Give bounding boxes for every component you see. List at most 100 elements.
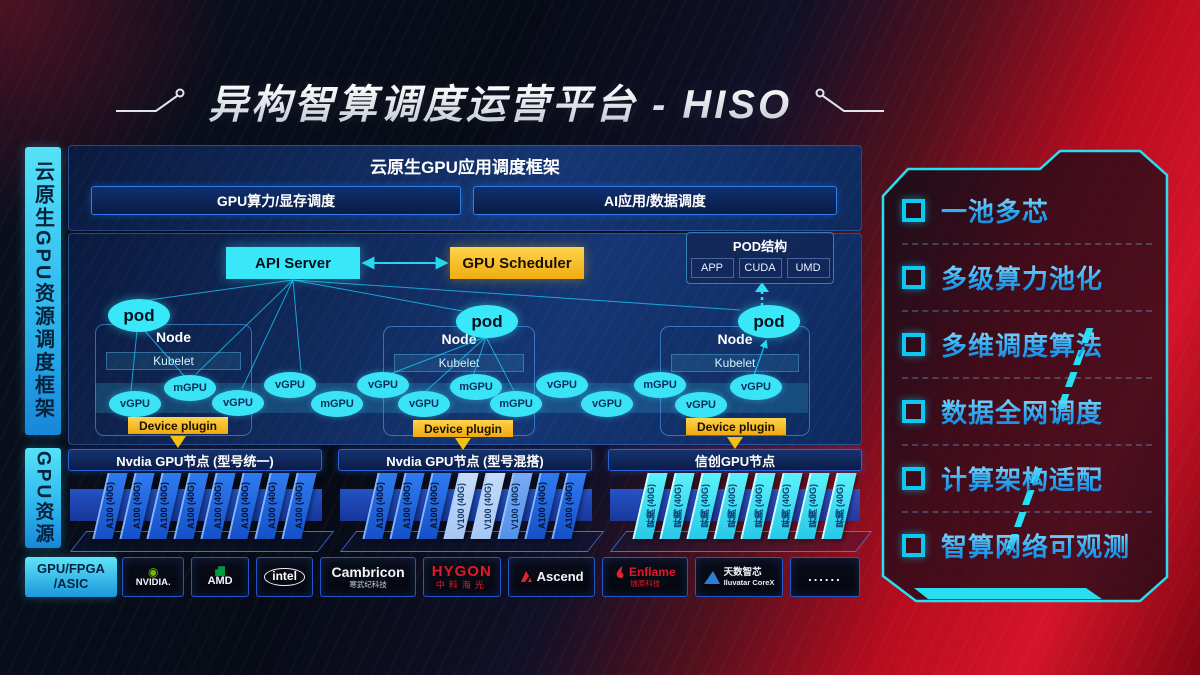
page-title: 异构智算调度运营平台 - HISO bbox=[208, 72, 792, 130]
gpu-slice-ellipse: vGPU bbox=[398, 391, 450, 417]
feature-panel-frame bbox=[881, 149, 1169, 603]
checkbox-bullet-icon bbox=[902, 467, 925, 490]
app-frame-title: 云原生GPU应用调度框架 bbox=[370, 158, 560, 177]
device-plugin-box: Device plugin bbox=[128, 417, 228, 434]
api-server-box: API Server bbox=[226, 247, 360, 279]
checkbox-bullet-icon bbox=[902, 199, 925, 222]
iluvatar-logo-icon bbox=[703, 570, 720, 584]
gpu-scheduler-box: GPU Scheduler bbox=[450, 247, 584, 279]
vendor-name: Cambricon bbox=[331, 564, 405, 581]
gpu-slice-ellipse: mGPU bbox=[490, 391, 542, 417]
checkbox-bullet-icon bbox=[902, 534, 925, 557]
gpu-node-header-1: Nvdia GPU节点 (型号统一) bbox=[68, 449, 322, 471]
kubelet-bar: Kubelet bbox=[671, 354, 799, 372]
circuit-decor-left-icon bbox=[115, 88, 185, 112]
device-plugin-box: Device plugin bbox=[686, 418, 786, 435]
sidebar-label-gpu-resource: GPU资源 bbox=[25, 448, 61, 548]
enflame-logo-icon bbox=[616, 566, 624, 579]
feature-label: 多级算力池化 bbox=[941, 259, 1103, 296]
vendor-ascend: Ascend bbox=[507, 557, 596, 597]
gpu-cards-group-2: A100 (40G) A100 (40G) A100 (40G) V100 (40G)… bbox=[362, 473, 587, 539]
node-title: Node bbox=[717, 331, 753, 347]
pod-structure-title: POD结构 bbox=[732, 239, 788, 254]
feature-label: 数据全网调度 bbox=[941, 393, 1103, 430]
vendor-name: HYGON bbox=[431, 562, 492, 580]
ascend-logo-icon bbox=[520, 570, 532, 582]
gpu-slice-ellipse: mGPU bbox=[164, 375, 216, 401]
gpu-cards-group-1: A100 (40G) A100 (40G) A100 (40G) A100 (40G)… bbox=[92, 473, 317, 539]
gpu-slice-ellipse: vGPU bbox=[357, 372, 409, 398]
node-box-3: Node Kubelet bbox=[660, 326, 810, 436]
vendor-row: ◉ NVIDIA. AMD intel Cambricon 寒武纪科技 HYGO… bbox=[122, 557, 860, 597]
kubelet-bar: Kubelet bbox=[106, 352, 241, 370]
vendor-name: 天数智芯 bbox=[723, 566, 762, 578]
nvidia-logo-icon: ◉ bbox=[147, 565, 159, 580]
gpu-slice-ellipse: vGPU bbox=[536, 372, 588, 398]
gpu-slice-ellipse: mGPU bbox=[311, 391, 363, 417]
feature-label: 一池多芯 bbox=[941, 192, 1049, 229]
feature-item: 多维调度算法 bbox=[902, 312, 1152, 379]
bottom-accent-bar bbox=[914, 588, 1102, 599]
pod-structure-item: UMD bbox=[786, 258, 830, 278]
gpu-slice-ellipse: vGPU bbox=[581, 391, 633, 417]
vendor-amd: AMD bbox=[191, 557, 249, 597]
vendor-name: AMD bbox=[207, 575, 233, 588]
gpu-slice-ellipse: vGPU bbox=[109, 391, 161, 417]
gpu-slice-ellipse: vGPU bbox=[730, 374, 782, 400]
vendor-subtitle: 燧原科技 bbox=[630, 579, 661, 589]
sidebar-label-hardware: GPU/FPGA /ASIC bbox=[25, 557, 117, 597]
ai-app-data-scheduling-box: AI应用/数据调度 bbox=[473, 186, 837, 215]
feature-item: 数据全网调度 bbox=[902, 379, 1152, 446]
gpu-cards-group-3: 昇腾 (40G) 昇腾 (40G) 昇腾 (40G) 昇腾 (40G) 昇腾 (40G)… bbox=[632, 473, 857, 539]
gpu-node-header-2: Nvdia GPU节点 (型号混搭) bbox=[338, 449, 592, 471]
intel-logo-icon: intel bbox=[264, 568, 305, 586]
vendor-nvidia: ◉ NVIDIA. bbox=[122, 557, 185, 597]
feature-label: 智算网络可观测 bbox=[941, 527, 1130, 564]
vendor-name: Ascend bbox=[536, 569, 584, 585]
hazard-stripes-icon bbox=[1006, 328, 1094, 549]
feature-item: 一池多芯 bbox=[902, 178, 1152, 245]
pod-structure-items: APP CUDA UMD bbox=[687, 258, 833, 278]
vendor-name: NVIDIA. bbox=[135, 577, 171, 589]
title-row: 异构智算调度运营平台 - HISO bbox=[0, 72, 1000, 130]
feature-item: 多级算力池化 bbox=[902, 245, 1152, 312]
checkbox-bullet-icon bbox=[902, 333, 925, 356]
pod-structure-box: POD结构 APP CUDA UMD bbox=[686, 232, 834, 284]
pod-structure-item: CUDA bbox=[738, 258, 782, 278]
vendor-iluvatar: 天数智芯 Iluvatar CoreX bbox=[695, 557, 783, 597]
gpu-slice-ellipse: mGPU bbox=[634, 372, 686, 398]
vendor-name: Enflame bbox=[628, 565, 676, 580]
checkbox-bullet-icon bbox=[902, 266, 925, 289]
node-title: Node bbox=[156, 329, 191, 345]
vendor-cambricon: Cambricon 寒武纪科技 bbox=[320, 557, 416, 597]
feature-item: 智算网络可观测 bbox=[902, 513, 1152, 578]
pod-ellipse: pod bbox=[738, 305, 800, 338]
vendor-subtitle: 中科海光 bbox=[435, 579, 488, 590]
vendor-intel: intel bbox=[255, 557, 314, 597]
feature-label: 多维调度算法 bbox=[941, 326, 1103, 363]
amd-logo-icon bbox=[215, 566, 226, 577]
vendor-hygon: HYGON 中科海光 bbox=[422, 557, 501, 597]
gpu-slice-ellipse: vGPU bbox=[212, 390, 264, 416]
feature-list: 一池多芯 多级算力池化 多维调度算法 数据全网调度 计算架构适配 智算网络可观测 bbox=[902, 178, 1152, 578]
device-plugin-box: Device plugin bbox=[413, 420, 513, 437]
pod-ellipse: pod bbox=[456, 305, 518, 338]
sidebar-label-scheduling-frame: 云原生GPU资源调度框架 bbox=[25, 147, 61, 435]
pod-ellipse: pod bbox=[108, 299, 170, 332]
vendor-subtitle: 寒武纪科技 bbox=[349, 579, 387, 589]
vendor-enflame: Enflame 燧原科技 bbox=[602, 557, 689, 597]
gpu-slice-ellipse: vGPU bbox=[264, 372, 316, 398]
circuit-decor-right-icon bbox=[815, 88, 885, 112]
gpu-compute-memory-scheduling-box: GPU算力/显存调度 bbox=[91, 186, 461, 215]
node-title: Node bbox=[441, 331, 477, 347]
gpu-node-header-3: 信创GPU节点 bbox=[608, 449, 862, 471]
checkbox-bullet-icon bbox=[902, 400, 925, 423]
app-scheduling-frame: 云原生GPU应用调度框架 GPU算力/显存调度 AI应用/数据调度 bbox=[68, 145, 862, 231]
kubelet-bar: Kubelet bbox=[394, 354, 524, 372]
feature-label: 计算架构适配 bbox=[941, 460, 1103, 497]
vendor-subtitle: Iluvatar CoreX bbox=[723, 577, 775, 587]
pod-structure-item: APP bbox=[690, 258, 734, 278]
gpu-slice-ellipse: vGPU bbox=[675, 392, 727, 418]
vendor-more: ...... bbox=[789, 557, 860, 597]
